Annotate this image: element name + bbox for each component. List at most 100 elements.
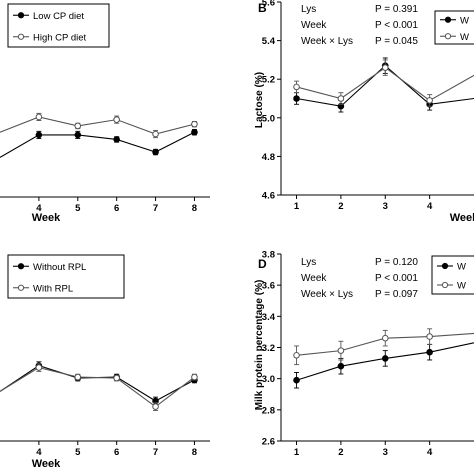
data-point [426, 97, 433, 104]
legend: WW [434, 10, 474, 45]
data-point [35, 364, 43, 371]
legend: WW [431, 255, 474, 295]
x-tick-label: 3 [383, 201, 388, 212]
legend: Low CP diet High CP diet [7, 3, 110, 48]
x-tick-label: 4 [427, 201, 433, 212]
data-point [191, 120, 198, 128]
x-tick-label: 6 [114, 203, 119, 214]
legend-marker [17, 284, 25, 291]
stat-p-value: P = 0.097 [375, 289, 418, 300]
data-point [337, 362, 345, 370]
x-tick-label: 1 [294, 447, 300, 458]
series-line [0, 365, 195, 402]
legend-label: Low CP diet [33, 11, 84, 22]
x-tick-label: 2 [338, 201, 343, 212]
data-point [293, 376, 300, 384]
stat-p-value: P = 0.045 [375, 36, 418, 47]
data-point [113, 136, 120, 143]
x-tick-label: 4 [427, 447, 433, 458]
legend-label: With RPL [33, 283, 73, 294]
x-tick-label: 5 [75, 447, 81, 458]
data-point [191, 128, 198, 136]
chart-panel-c: 4 5 6 7 8 Week Without RPL With RPL [0, 254, 210, 470]
data-point [426, 348, 433, 356]
data-point [337, 95, 345, 102]
data-point [381, 334, 389, 342]
x-tick-label: 8 [192, 203, 197, 214]
x-tick-label: 6 [114, 447, 119, 458]
data-point [293, 83, 300, 91]
data-point [35, 113, 43, 121]
y-tick-label: 3.2 [262, 343, 275, 354]
chart-panel-d: 1 2 3 4 2.6 2.8 3.0 3.2 3.4 3.6 3.8 Milk protein pe… [254, 250, 474, 458]
legend: Without RPL With RPL [7, 254, 125, 299]
data-point [426, 333, 433, 340]
stat-label: Lys [301, 257, 316, 268]
x-tick-label: 5 [75, 203, 81, 214]
x-tick-label: 8 [192, 447, 197, 458]
legend-label: W [457, 281, 466, 292]
legend-box [434, 10, 474, 45]
legend-label: W [460, 32, 469, 43]
legend-box [7, 3, 110, 48]
legend-label: W [457, 262, 466, 273]
data-point [337, 347, 345, 354]
x-tick-label: 7 [153, 447, 158, 458]
x-tick-label: 2 [338, 447, 343, 458]
data-point [74, 122, 82, 130]
data-point [113, 374, 120, 382]
legend-label: High CP diet [33, 32, 87, 43]
x-tick-label: 7 [153, 203, 158, 214]
stat-label: Lys [301, 4, 316, 15]
y-tick-label: 3.4 [262, 312, 276, 323]
data-point [152, 130, 159, 138]
y-tick-label: 5.2 [262, 75, 275, 86]
data-point [113, 116, 120, 123]
data-point [74, 131, 82, 139]
series-line [0, 131, 195, 158]
data-point [293, 351, 300, 359]
y-tick-label: 2.6 [262, 437, 275, 448]
y-tick-label: 5.0 [262, 113, 275, 124]
stat-label: Week [301, 273, 327, 284]
legend-marker [17, 33, 25, 40]
y-tick-label: 3.6 [262, 281, 275, 292]
legend-marker [444, 33, 452, 40]
legend-label: Without RPL [33, 262, 86, 273]
x-axis-title: Week [450, 212, 474, 224]
series-line [0, 366, 195, 408]
x-tick-label: 4 [36, 203, 42, 214]
data-point [152, 403, 159, 410]
panel-label: D [258, 257, 267, 271]
x-tick-label: 3 [383, 447, 388, 458]
y-tick-label: 3.8 [262, 250, 275, 261]
legend-marker [444, 16, 452, 23]
x-axis-title: Week [32, 212, 61, 224]
stat-label: Week [301, 20, 327, 31]
data-point [293, 95, 300, 102]
panel-label: B [258, 1, 267, 15]
series-line [0, 116, 195, 135]
y-axis-title: Milk protein percentage (%) [254, 280, 265, 411]
data-point [381, 64, 389, 71]
data-point [152, 148, 159, 156]
data-point [381, 355, 389, 362]
stat-p-value: P = 0.120 [375, 257, 418, 268]
x-tick-label: 1 [294, 201, 300, 212]
data-point [191, 373, 198, 381]
stat-label: Week × Lys [301, 36, 353, 47]
y-tick-label: 5.6 [262, 0, 275, 9]
legend-marker [17, 263, 25, 270]
y-tick-label: 4.6 [262, 191, 275, 202]
y-tick-label: 5.4 [262, 36, 276, 47]
stat-p-value: P = 0.391 [375, 4, 418, 15]
stat-p-value: P < 0.001 [375, 273, 418, 284]
legend-box [7, 254, 125, 299]
legend-marker [441, 281, 449, 289]
x-axis-title: Week [32, 458, 61, 470]
y-tick-label: 2.8 [262, 405, 275, 416]
data-point [74, 373, 82, 381]
y-axis-title: Lactose (%) [254, 72, 265, 128]
